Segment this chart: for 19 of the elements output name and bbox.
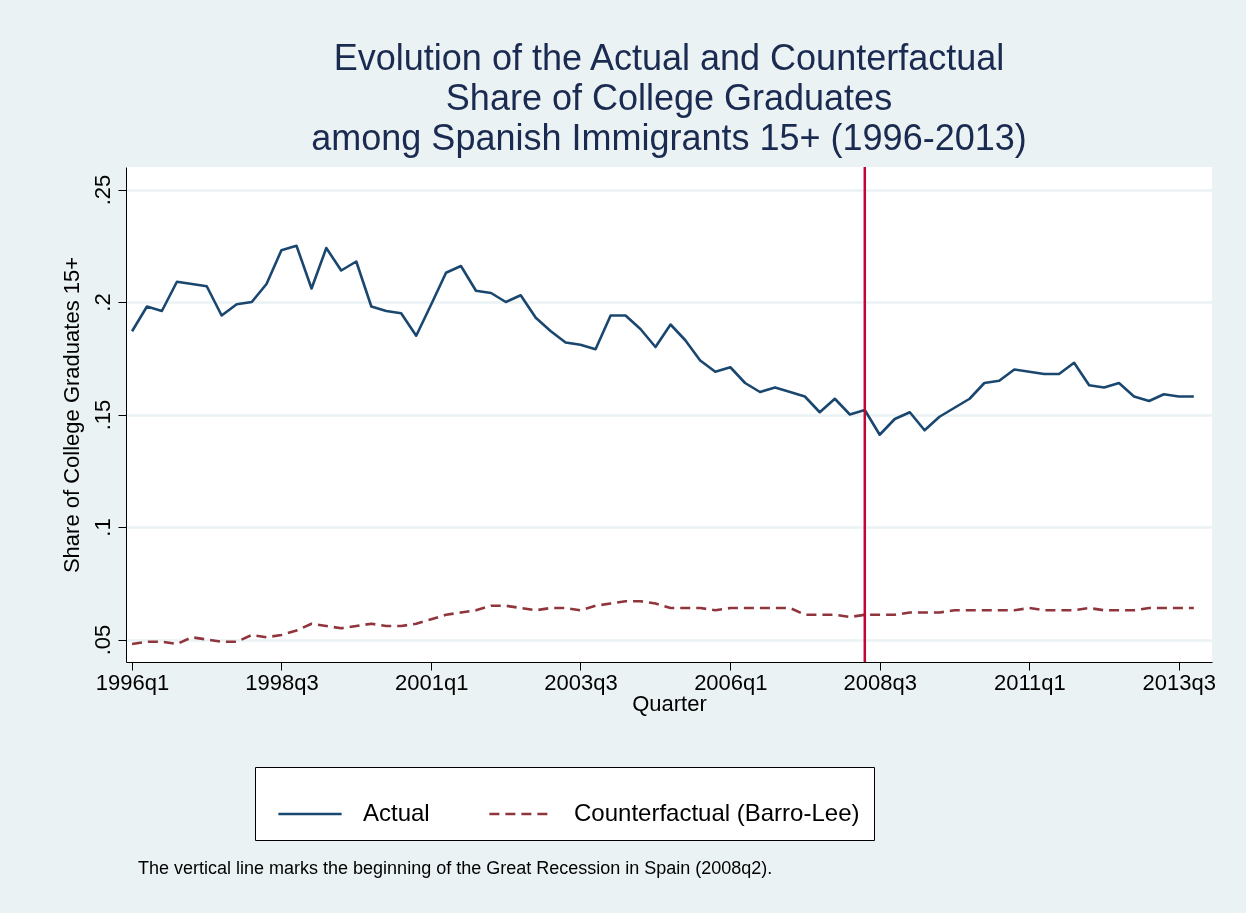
x-tick-label: 2001q1 xyxy=(395,669,469,695)
x-tick-label: 1998q3 xyxy=(245,669,319,695)
legend-label: Actual xyxy=(363,799,430,826)
chart-title: Evolution of the Actual and Counterfactual Share of College Graduates among Spanish Immigrants 15+ (1996-2013) xyxy=(311,36,1027,158)
x-tick-label: 2003q3 xyxy=(544,669,618,695)
y-tick-label: .15 xyxy=(89,399,115,431)
line-series xyxy=(130,244,1196,437)
x-tick-label: 2008q3 xyxy=(843,669,917,695)
x-tick-label: 2011q1 xyxy=(994,669,1066,695)
x-tick-label: 1996q1 xyxy=(95,669,170,695)
legend-label: Counterfactual (Barro-Lee) xyxy=(574,799,860,826)
y-tick-label: .2 xyxy=(89,293,115,312)
text: The vertical line marks the beginning of the Great Recession in Spain (2008q2). xyxy=(138,858,773,879)
x-tick-label: 2013q3 xyxy=(1142,669,1216,695)
line-series xyxy=(130,599,1196,646)
y-tick-label: .1 xyxy=(89,518,115,537)
y-axis-title: Share of College Graduates 15+ xyxy=(58,256,84,574)
y-tick-label: .05 xyxy=(89,624,115,656)
y-tick-label: .25 xyxy=(89,174,115,206)
